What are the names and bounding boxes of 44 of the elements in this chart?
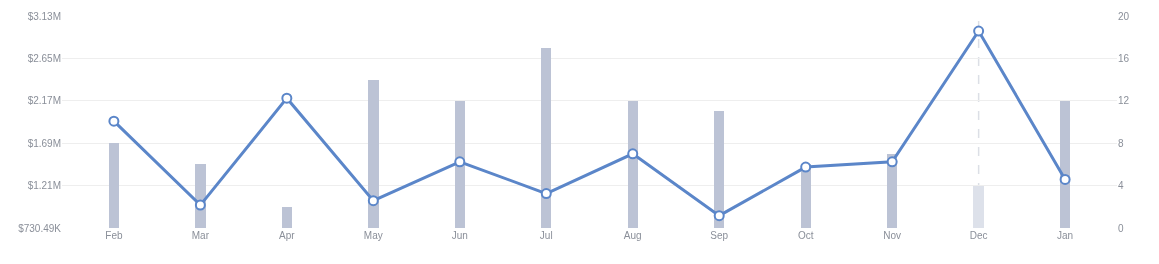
x-tick-label: Jul [539,230,553,241]
y2-tick-label: 4 [1118,180,1124,192]
bar [455,101,465,228]
x-tick-label: Oct [797,230,814,241]
y-tick-label: $730.49K [18,222,62,234]
x-tick-label: Mar [191,230,210,241]
x-tick-label: Dec [969,230,988,241]
bar [1060,101,1070,228]
bar [368,80,379,228]
x-tick-label: Feb [105,230,123,241]
y2-tick-label: 20 [1118,10,1130,22]
point [194,199,206,211]
y2-tick-label: 8 [1118,137,1124,149]
bar [628,101,638,228]
x-tick-label: Nov [883,230,902,241]
x-tick-label: Jan [1057,230,1074,241]
x-tick-label: Jun [451,230,468,241]
y-tick-label: $1.69M [27,137,61,149]
point [108,115,120,127]
point [540,188,552,200]
y-tick-label: $2.65M [27,52,61,64]
point [713,210,725,222]
bar [714,111,724,228]
x-tick-label: Aug [623,230,642,241]
bar [109,143,119,228]
y-tick-label: $2.17M [27,95,61,107]
x-tick-label: Apr [279,230,296,241]
y-tick-label: $1.21M [27,180,61,192]
y-tick-label: $3.13M [27,10,61,22]
point [454,156,466,168]
point [1059,173,1071,185]
y2-tick-label: 12 [1118,95,1130,107]
x-tick-label: Sep [710,230,729,241]
point [627,148,639,160]
point [886,156,898,168]
y2-tick-label: 0 [1118,222,1124,234]
point [973,25,985,37]
point [367,195,379,207]
point [800,161,812,173]
x-tick-label: May [363,230,383,241]
bar [282,207,292,228]
y2-tick-label: 16 [1118,52,1130,64]
point [281,92,293,104]
bar [541,48,551,228]
